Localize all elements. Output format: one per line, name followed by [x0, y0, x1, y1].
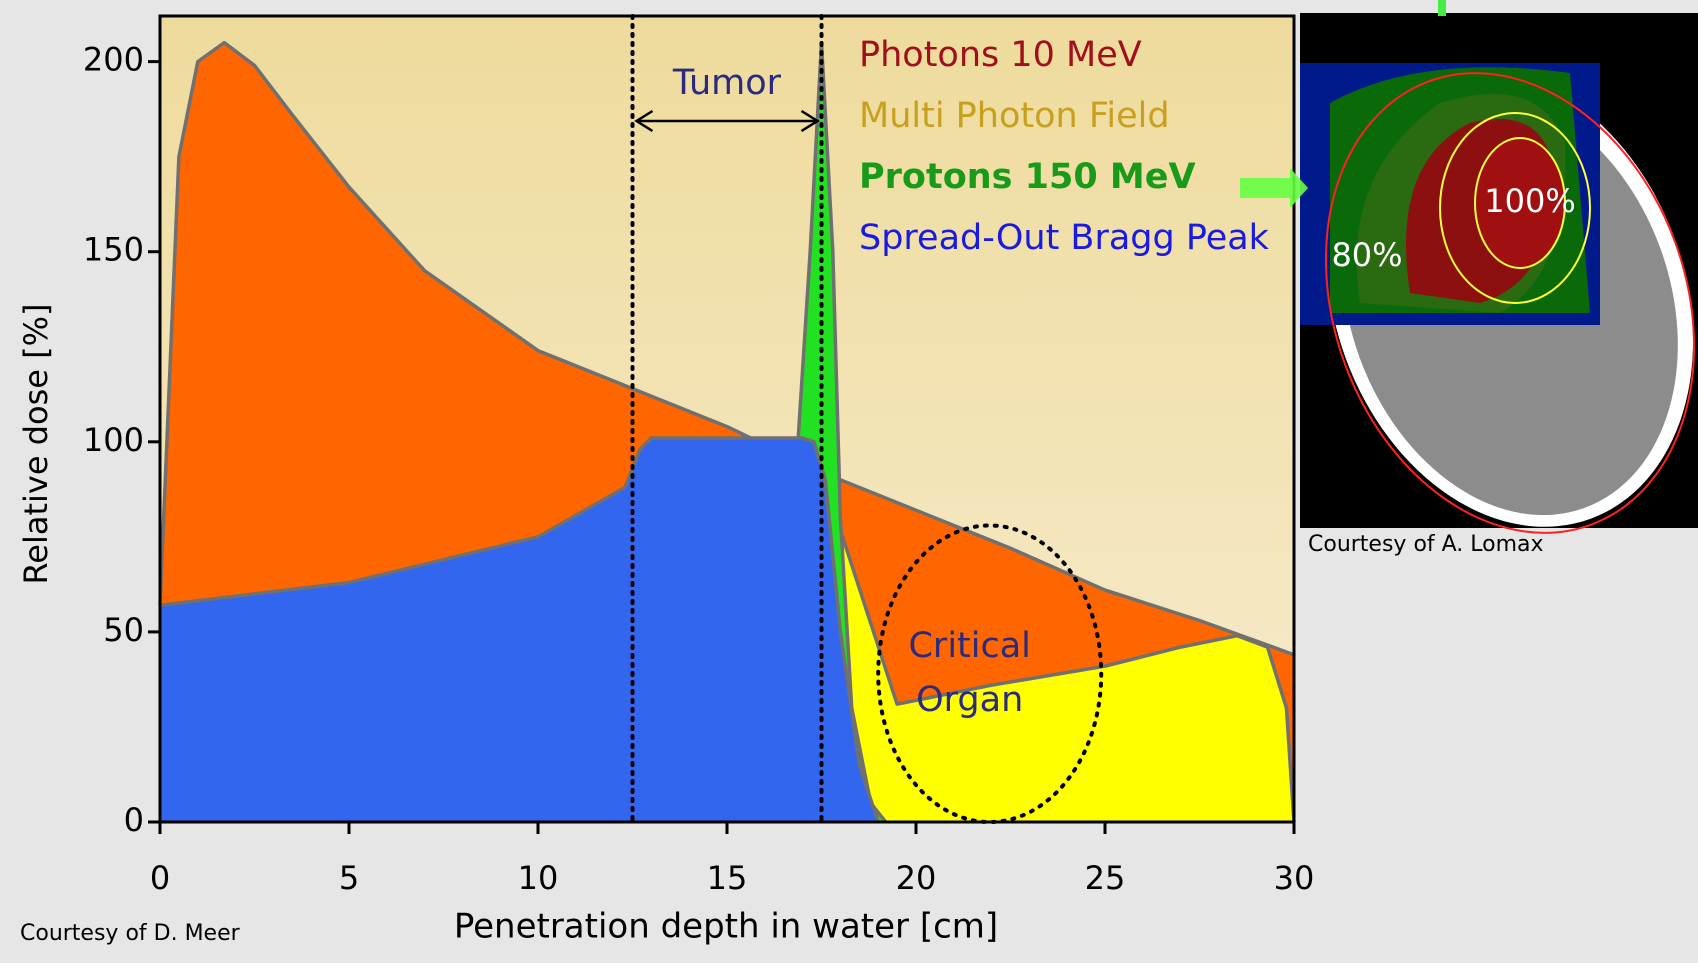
critical-organ: [876, 523, 1104, 825]
x-tick-label: 30: [1274, 859, 1315, 897]
y-axis-title: Relative dose [%]: [17, 303, 55, 584]
legend-entry: Protons 150 MeV: [859, 157, 1196, 197]
x-tick-label: 10: [518, 859, 559, 897]
tumor-label: Tumor: [672, 63, 782, 103]
legend-entry: Photons 10 MeV: [859, 35, 1142, 75]
critical-organ-label: Critical: [908, 626, 1030, 666]
dose-label: 100%: [1484, 182, 1575, 220]
x-axis-title: Penetration depth in water [cm]: [454, 907, 998, 947]
area-outline: [819, 471, 1296, 823]
legend-entry: Multi Photon Field: [859, 96, 1170, 136]
area: [821, 472, 1294, 822]
plot: [158, 40, 1296, 824]
x-tick-label: 20: [896, 859, 937, 897]
y-tick-label: 100: [83, 421, 144, 459]
y-tick-label: 0: [124, 801, 144, 839]
area-outline: [158, 40, 1295, 657]
arrow-head: [634, 109, 654, 133]
ct-image: [1240, 0, 1698, 534]
x-tick-label: 15: [707, 859, 748, 897]
x-tick-label: 5: [339, 859, 359, 897]
image-caption: Courtesy of A. Lomax: [1308, 532, 1544, 557]
source-note: Courtesy of D. Meer: [20, 921, 241, 946]
area-outline: [159, 436, 880, 823]
y-tick-label: 200: [83, 41, 144, 79]
legend-entry: Spread-Out Bragg Peak: [859, 218, 1270, 258]
x-tick-label: 0: [150, 859, 170, 897]
x-tick-label: 25: [1085, 859, 1126, 897]
y-tick-label: 150: [83, 231, 144, 269]
y-tick-label: 50: [103, 611, 144, 649]
arrow-head: [800, 109, 820, 133]
critical-organ-label: Organ: [916, 680, 1023, 720]
dose-label: 80%: [1331, 236, 1402, 274]
area: [160, 438, 879, 822]
